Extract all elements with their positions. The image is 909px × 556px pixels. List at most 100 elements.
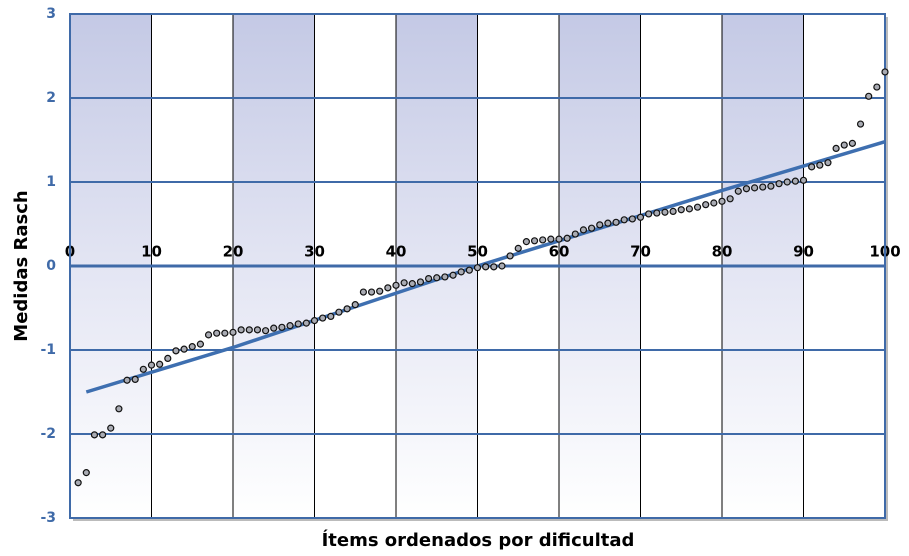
data-point — [579, 226, 588, 234]
data-point — [310, 317, 319, 325]
data-point — [98, 431, 107, 439]
data-point — [873, 83, 881, 91]
data-point — [636, 213, 645, 221]
data-point — [726, 195, 734, 203]
data-point — [816, 161, 824, 169]
data-point — [319, 314, 327, 322]
data-point — [677, 206, 685, 214]
y-axis-title: Medidas Rasch — [11, 190, 32, 341]
data-point — [392, 281, 400, 289]
data-point — [799, 176, 808, 184]
data-point — [604, 219, 612, 227]
data-point — [824, 159, 832, 167]
data-point — [449, 271, 457, 279]
data-point — [107, 424, 115, 432]
data-point — [685, 205, 694, 213]
data-point — [767, 182, 775, 190]
data-point — [229, 328, 237, 336]
y-tick-label: -1 — [40, 342, 56, 358]
data-point — [718, 197, 726, 205]
data-point — [327, 312, 335, 320]
y-tick-label: 3 — [46, 6, 56, 22]
y-tick-label: 1 — [46, 174, 56, 190]
data-point — [139, 365, 147, 373]
data-point — [783, 178, 791, 186]
data-point — [376, 287, 384, 295]
data-point — [294, 320, 302, 328]
data-point — [164, 354, 172, 362]
x-tick-label: 70 — [630, 243, 651, 261]
data-point — [90, 431, 99, 439]
y-tick-label: -2 — [40, 426, 56, 442]
data-point — [645, 210, 653, 218]
data-point — [196, 340, 204, 348]
data-point — [539, 236, 547, 244]
y-tick-label: 2 — [46, 90, 56, 106]
data-point — [221, 329, 229, 337]
plot-border — [69, 13, 886, 519]
data-point — [465, 266, 473, 274]
data-point — [750, 184, 759, 192]
data-point — [351, 301, 359, 309]
x-tick-label: 10 — [141, 243, 162, 261]
data-point — [74, 479, 82, 487]
data-point — [131, 375, 139, 383]
data-point — [612, 218, 620, 226]
data-point — [490, 263, 498, 271]
data-point — [506, 252, 514, 260]
data-point — [571, 230, 579, 238]
x-tick-label: 50 — [467, 243, 488, 261]
data-point — [530, 237, 539, 245]
data-point — [172, 347, 180, 355]
data-point — [441, 273, 449, 281]
data-point — [457, 268, 465, 276]
data-point — [848, 139, 857, 147]
x-tick-label: 30 — [304, 243, 325, 261]
data-point — [734, 187, 742, 195]
data-point — [416, 278, 425, 286]
data-point — [596, 221, 604, 229]
data-point — [384, 284, 392, 292]
data-point — [253, 326, 262, 334]
data-point — [335, 308, 343, 316]
data-point — [400, 279, 408, 287]
data-point — [808, 163, 816, 171]
data-point — [832, 144, 840, 152]
data-point — [653, 209, 661, 217]
data-point — [473, 264, 482, 272]
data-point — [759, 183, 767, 191]
data-point — [213, 329, 221, 337]
data-point — [204, 331, 213, 339]
data-point — [343, 305, 351, 313]
data-point — [188, 343, 196, 351]
data-point — [180, 345, 188, 353]
data-point — [359, 288, 367, 296]
data-point — [82, 469, 90, 477]
data-point — [237, 326, 245, 334]
data-point — [286, 322, 294, 330]
data-point — [693, 203, 702, 211]
data-point — [661, 208, 669, 216]
data-point — [865, 92, 873, 100]
data-point — [522, 238, 531, 246]
data-point — [775, 180, 783, 188]
x-tick-label: 60 — [549, 243, 570, 261]
data-point — [482, 263, 490, 271]
data-point — [628, 215, 636, 223]
data-point — [620, 216, 628, 224]
data-point — [123, 376, 131, 384]
data-point — [881, 68, 889, 76]
data-point — [147, 361, 156, 369]
data-point — [433, 274, 441, 282]
data-point — [555, 235, 563, 243]
data-point — [115, 405, 123, 413]
data-point — [669, 207, 677, 215]
x-tick-label: 40 — [386, 243, 407, 261]
data-point — [156, 360, 164, 368]
y-tick-label: 0 — [46, 258, 56, 274]
x-tick-label: 80 — [712, 243, 733, 261]
data-point — [245, 326, 253, 334]
data-point — [408, 280, 416, 288]
data-point — [702, 201, 710, 209]
